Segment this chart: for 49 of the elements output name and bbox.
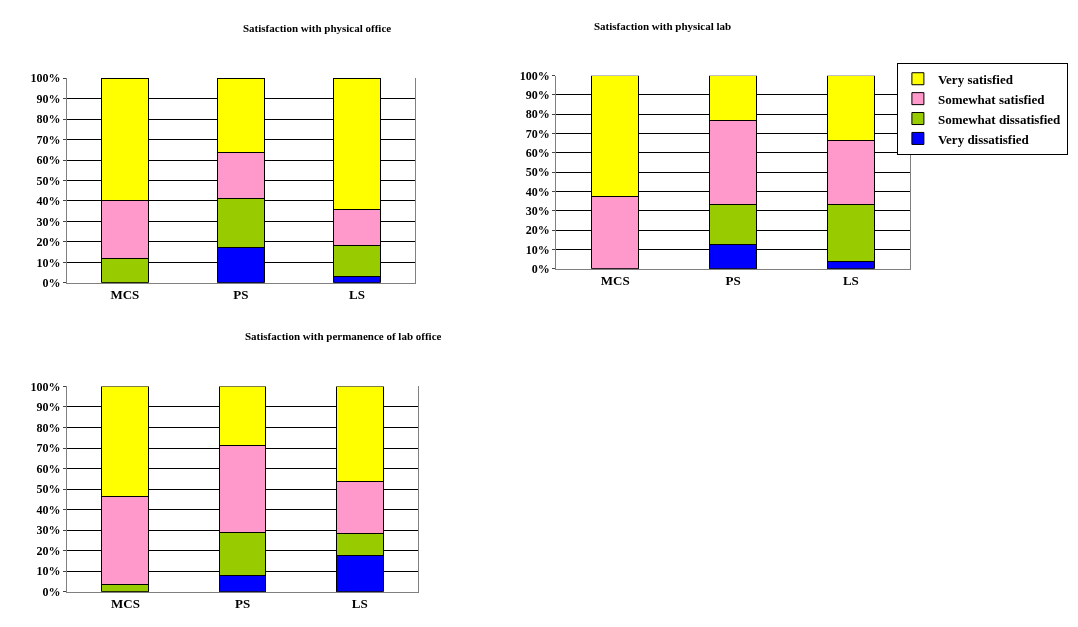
y-tick-label: 40% bbox=[36, 194, 61, 209]
y-tick-label: 40% bbox=[525, 184, 550, 199]
y-tick-label: 0% bbox=[531, 261, 550, 276]
y-tick-label: 90% bbox=[36, 400, 61, 415]
y-tick-label: 40% bbox=[36, 502, 61, 517]
y-tick-label: 90% bbox=[36, 91, 61, 106]
legend-label: Somewhat dissatisfied bbox=[937, 111, 1062, 127]
x-tick-label: PS bbox=[233, 287, 249, 303]
chart-title: Satisfaction with physical office bbox=[243, 22, 392, 34]
y-tick-label: 0% bbox=[42, 276, 61, 291]
y-tick-label: 80% bbox=[36, 112, 61, 127]
y-tick-label: 10% bbox=[36, 564, 61, 579]
y-tick-label: 90% bbox=[525, 88, 550, 103]
y-tick-label: 70% bbox=[36, 132, 61, 147]
y-tick-label: 20% bbox=[36, 235, 61, 250]
legend-label: Very dissatisfied bbox=[937, 131, 1030, 147]
y-tick-label: 80% bbox=[36, 420, 61, 435]
y-tick-label: 10% bbox=[36, 255, 61, 270]
y-tick-label: 70% bbox=[525, 126, 550, 141]
x-tick-label: PS bbox=[725, 273, 741, 289]
legend-label: Very satisfied bbox=[937, 71, 1014, 87]
y-tick-label: 100% bbox=[30, 71, 61, 86]
x-tick-label: MCS bbox=[600, 273, 630, 289]
y-tick-label: 80% bbox=[525, 107, 550, 122]
y-tick-label: 60% bbox=[525, 146, 550, 161]
y-tick-label: 50% bbox=[36, 482, 61, 497]
x-tick-label: PS bbox=[234, 596, 251, 612]
y-tick-label: 30% bbox=[36, 523, 61, 538]
x-tick-label: LS bbox=[349, 287, 365, 303]
y-tick-label: 0% bbox=[42, 585, 61, 600]
legend-label: Somewhat satisfied bbox=[937, 91, 1046, 107]
y-tick-label: 100% bbox=[30, 379, 61, 394]
y-tick-label: 70% bbox=[36, 441, 61, 456]
y-tick-label: 60% bbox=[36, 153, 61, 168]
y-tick-label: 30% bbox=[525, 204, 550, 219]
x-tick-label: LS bbox=[351, 596, 368, 612]
chart-title: Satisfaction with physical lab bbox=[594, 20, 732, 32]
chart-title: Satisfaction with permanence of lab office bbox=[245, 330, 442, 342]
y-tick-label: 20% bbox=[36, 543, 61, 558]
y-tick-label: 50% bbox=[525, 165, 550, 180]
x-tick-label: MCS bbox=[110, 287, 140, 303]
x-tick-label: LS bbox=[842, 273, 859, 289]
y-tick-label: 20% bbox=[525, 223, 550, 238]
y-tick-label: 60% bbox=[36, 461, 61, 476]
y-tick-label: 30% bbox=[36, 214, 61, 229]
y-tick-label: 50% bbox=[36, 173, 61, 188]
x-tick-label: MCS bbox=[110, 596, 140, 612]
y-tick-label: 10% bbox=[525, 242, 550, 257]
y-tick-label: 100% bbox=[519, 68, 550, 83]
